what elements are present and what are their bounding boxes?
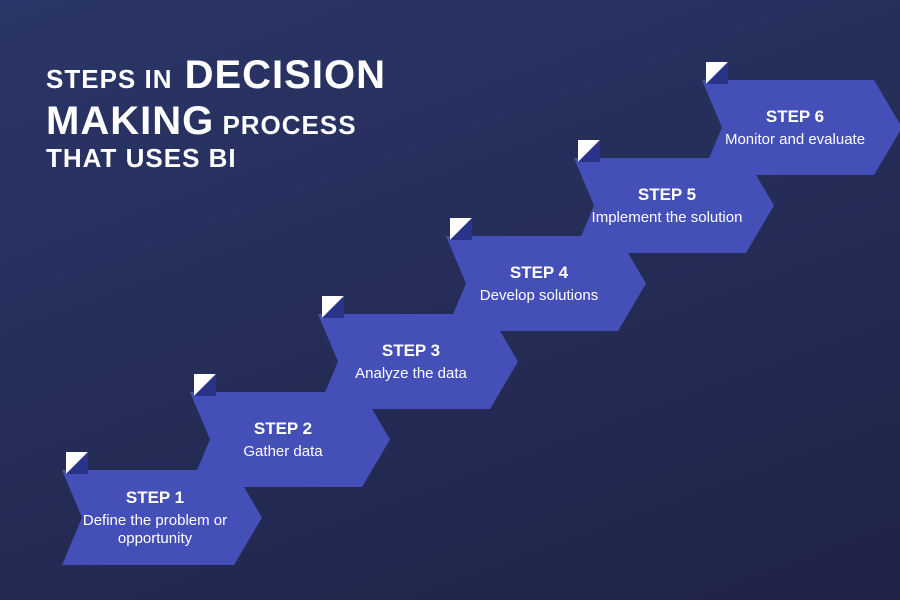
step-label: STEP 5 [638,185,696,205]
step-desc: Gather data [243,443,322,461]
step-label: STEP 4 [510,263,568,283]
fold-icon [578,140,600,162]
step-desc: Develop solutions [480,287,598,305]
step-label: STEP 6 [766,107,824,127]
step-desc: Implement the solution [592,209,743,227]
step-label: STEP 2 [254,419,312,439]
step-desc: Define the problem or opportunity [76,512,234,548]
fold-icon [706,62,728,84]
step-desc: Analyze the data [355,365,467,383]
step-6: STEP 6 Monitor and evaluate [702,80,900,175]
fold-icon [450,218,472,240]
fold-icon [66,452,88,474]
step-label: STEP 3 [382,341,440,361]
step-desc: Monitor and evaluate [725,131,865,149]
fold-icon [194,374,216,396]
step-label: STEP 1 [126,488,184,508]
fold-icon [322,296,344,318]
step-staircase: STEP 1 Define the problem or opportunity… [0,0,900,600]
